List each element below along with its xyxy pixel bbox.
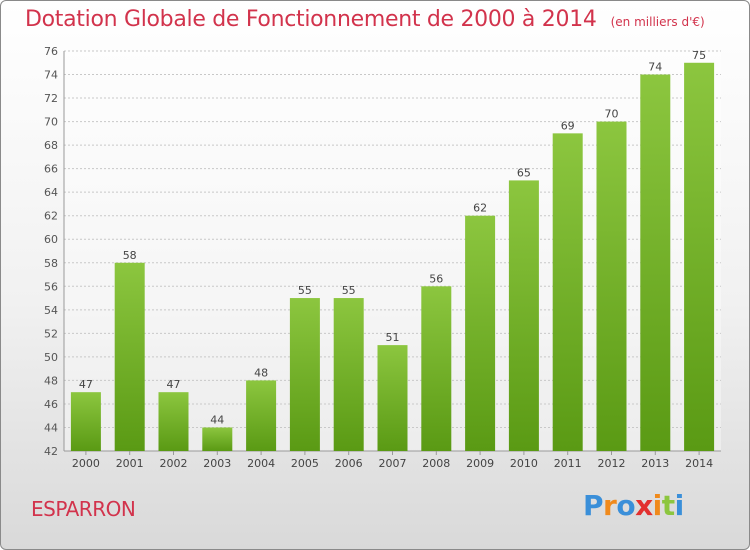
bar — [640, 74, 671, 451]
logo-letter: i — [652, 489, 663, 522]
x-tick-label: 2014 — [685, 457, 713, 470]
bar-value-label: 47 — [79, 378, 93, 391]
bar-value-label: 69 — [561, 119, 575, 132]
bar — [596, 121, 627, 452]
y-tick-label: 64 — [44, 186, 58, 199]
proxiti-logo: Proxiti — [583, 489, 684, 522]
logo-letter: x — [635, 489, 653, 522]
x-tick-label: 2007 — [379, 457, 407, 470]
x-tick-label: 2008 — [422, 457, 450, 470]
y-tick-label: 54 — [44, 304, 58, 317]
bar-value-label: 70 — [605, 108, 619, 121]
bar — [421, 286, 452, 451]
bar-value-label: 75 — [692, 49, 706, 62]
bar — [114, 262, 145, 451]
bar-value-label: 55 — [342, 284, 356, 297]
logo-letter: t — [661, 489, 675, 522]
bar-value-label: 47 — [167, 378, 181, 391]
y-tick-label: 72 — [44, 92, 58, 105]
x-tick-label: 2005 — [291, 457, 319, 470]
bar — [333, 298, 364, 451]
bar — [552, 133, 583, 451]
bar — [246, 380, 277, 451]
logo-letter: i — [674, 489, 685, 522]
y-tick-label: 52 — [44, 327, 58, 340]
x-tick-label: 2009 — [466, 457, 494, 470]
y-tick-label: 42 — [44, 445, 58, 458]
x-tick-label: 2006 — [335, 457, 363, 470]
x-tick-label: 2011 — [554, 457, 582, 470]
bar-value-label: 55 — [298, 284, 312, 297]
x-tick-label: 2001 — [116, 457, 144, 470]
x-tick-label: 2004 — [247, 457, 275, 470]
bar — [508, 180, 539, 452]
logo-letter: P — [583, 489, 604, 522]
bar — [289, 298, 320, 451]
bar — [202, 427, 233, 451]
bar — [465, 215, 496, 451]
y-tick-label: 50 — [44, 351, 58, 364]
x-tick-label: 2003 — [203, 457, 231, 470]
bar-value-label: 44 — [210, 413, 224, 426]
bar — [684, 62, 715, 451]
y-tick-label: 62 — [44, 210, 58, 223]
bar — [70, 392, 101, 451]
y-tick-label: 46 — [44, 398, 58, 411]
y-tick-label: 76 — [44, 45, 58, 58]
bar-value-label: 58 — [123, 249, 137, 262]
bar-value-label: 56 — [429, 272, 443, 285]
y-tick-label: 44 — [44, 421, 58, 434]
y-tick-label: 68 — [44, 139, 58, 152]
bar-value-label: 48 — [254, 366, 268, 379]
x-tick-label: 2002 — [160, 457, 188, 470]
bar — [158, 392, 189, 451]
logo-letter: r — [603, 489, 617, 522]
y-tick-label: 56 — [44, 280, 58, 293]
y-tick-label: 58 — [44, 257, 58, 270]
commune-name: ESPARRON — [31, 497, 136, 521]
x-tick-label: 2012 — [598, 457, 626, 470]
y-tick-label: 66 — [44, 163, 58, 176]
bar-value-label: 62 — [473, 202, 487, 215]
bar-value-label: 65 — [517, 166, 531, 179]
bar-value-label: 74 — [648, 61, 662, 74]
y-tick-label: 70 — [44, 116, 58, 129]
chart-title: Dotation Globale de Fonctionnement de 20… — [25, 7, 705, 32]
x-tick-label: 2010 — [510, 457, 538, 470]
chart-title-text: Dotation Globale de Fonctionnement de 20… — [25, 7, 597, 32]
x-tick-label: 2000 — [72, 457, 100, 470]
y-tick-label: 48 — [44, 374, 58, 387]
y-tick-label: 60 — [44, 233, 58, 246]
chart-unit: (en milliers d'€) — [610, 15, 705, 29]
bar-value-label: 51 — [386, 331, 400, 344]
logo-letter: o — [616, 489, 636, 522]
x-tick-label: 2013 — [641, 457, 669, 470]
bar — [377, 345, 408, 451]
y-tick-label: 74 — [44, 69, 58, 82]
